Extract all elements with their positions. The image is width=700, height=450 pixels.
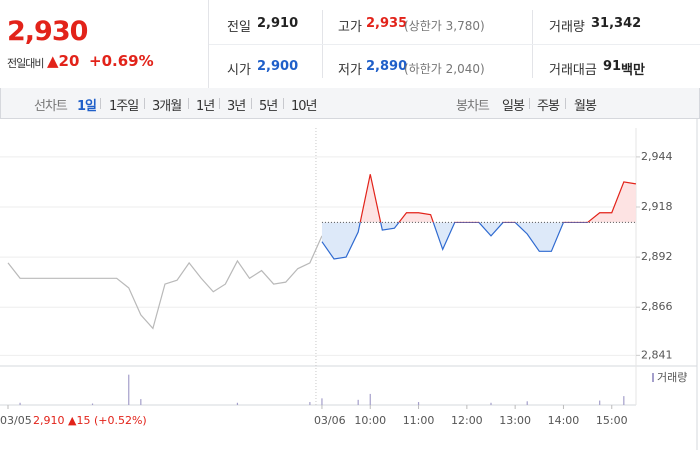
- volume-bar: [526, 401, 528, 405]
- x-tick-label: 14:00: [548, 414, 580, 427]
- price-area-down: [321, 222, 636, 260]
- x-tick-label: 13:00: [499, 414, 531, 427]
- candle-tab[interactable]: 일봉: [502, 99, 525, 114]
- volume-bar: [140, 399, 142, 405]
- line-chart-label: 선차트: [34, 99, 68, 114]
- info-note: (하한가 2,040): [404, 62, 485, 76]
- period-tab[interactable]: 5년: [259, 99, 278, 114]
- volume-bar: [490, 402, 492, 405]
- separator: [219, 98, 220, 109]
- separator: [251, 98, 252, 109]
- current-price: 2,930: [7, 16, 88, 47]
- legend-label: 거래량: [657, 371, 687, 384]
- info-value: 91: [603, 59, 622, 74]
- info-label: 거래량: [549, 20, 585, 35]
- toolbar: 선차트 1일 1주일 3개월 1년 3년 5년 10년 봉차트 일봉 주봉 월봉: [0, 88, 700, 119]
- price-line: [7, 235, 323, 330]
- period-tab[interactable]: 10년: [291, 99, 317, 114]
- separator: [565, 98, 566, 109]
- y-tick-label: 2,944: [641, 150, 673, 163]
- separator: [283, 98, 284, 109]
- period-tab[interactable]: 3개월: [152, 99, 182, 114]
- info-label: 전일: [227, 20, 251, 35]
- x-tick-label: 15:00: [596, 414, 628, 427]
- divider: [208, 0, 209, 88]
- info-value: 2,900: [257, 59, 299, 74]
- quote-header: 2,930 전일대비 ▲20 +0.69% 전일 2,910 고가 2,935 …: [0, 0, 700, 89]
- info-label: 시가: [227, 63, 251, 78]
- change-label: 전일대비: [7, 57, 44, 70]
- info-value: 2,910: [257, 16, 299, 31]
- separator: [144, 98, 145, 109]
- info-value: 2,935: [366, 16, 408, 31]
- info-note: (상한가 3,780): [404, 19, 485, 33]
- legend-swatch: [652, 373, 654, 382]
- x-tick-label: 03/06: [314, 414, 346, 427]
- info-label: 저가: [338, 63, 362, 78]
- candle-chart-label: 봉차트: [456, 99, 490, 114]
- volume-bar: [236, 402, 239, 405]
- candle-tab[interactable]: 주봉: [537, 99, 560, 114]
- volume-bar: [623, 396, 625, 405]
- volume-bar: [128, 374, 130, 405]
- x-tick-label: 10:00: [354, 414, 386, 427]
- info-label: 거래대금: [549, 63, 597, 78]
- period-tab[interactable]: 1년: [196, 99, 215, 114]
- separator: [100, 98, 101, 109]
- price-line-up: [359, 174, 636, 223]
- separator: [529, 98, 530, 109]
- change-rate: +0.69%: [89, 52, 154, 70]
- y-tick-label: 2,866: [641, 300, 673, 313]
- change: ▲20: [47, 52, 80, 70]
- volume-bar: [321, 398, 323, 405]
- volume-bar: [91, 403, 94, 405]
- price-area-up: [360, 174, 636, 223]
- info-value: 2,890: [366, 59, 408, 74]
- y-tick-label: 2,841: [641, 348, 673, 361]
- candle-tab[interactable]: 월봉: [574, 99, 597, 114]
- x-tick-label: 12:00: [451, 414, 483, 427]
- period-tab[interactable]: 1일: [77, 99, 97, 114]
- info-value: 31,342: [591, 16, 642, 31]
- info-label: 고가: [338, 20, 362, 35]
- volume-bar: [599, 400, 601, 405]
- separator: [188, 98, 189, 109]
- info-unit: 백만: [621, 63, 645, 78]
- status-annotation: 2,910 ▲15 (+0.52%): [33, 414, 147, 427]
- volume-bar: [19, 402, 21, 405]
- period-tab[interactable]: 3년: [227, 99, 246, 114]
- y-tick-label: 2,892: [641, 250, 673, 263]
- period-tab[interactable]: 1주일: [109, 99, 139, 114]
- y-tick-label: 2,918: [641, 200, 673, 213]
- volume-bar: [357, 399, 359, 405]
- volume-bar: [417, 402, 420, 405]
- volume-bar: [309, 402, 311, 405]
- x-tick-label: 11:00: [403, 414, 435, 427]
- volume-bar: [369, 393, 371, 405]
- x-tick-label: 03/05: [0, 414, 32, 427]
- divider: [209, 44, 700, 45]
- price-line-down: [321, 222, 589, 260]
